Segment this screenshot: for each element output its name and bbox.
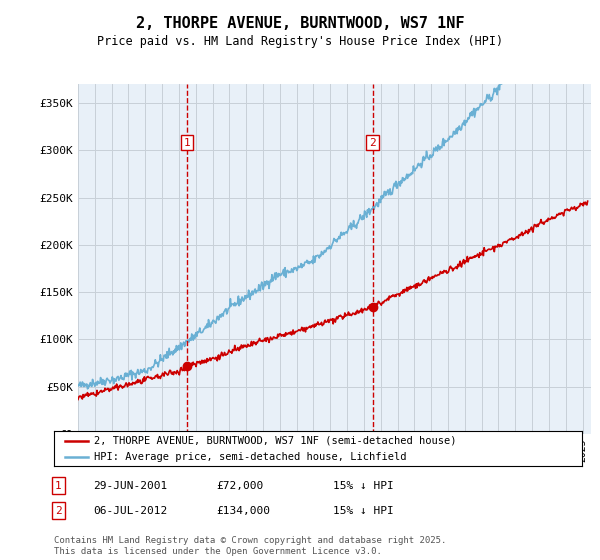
Text: 2, THORPE AVENUE, BURNTWOOD, WS7 1NF (semi-detached house): 2, THORPE AVENUE, BURNTWOOD, WS7 1NF (se… — [94, 436, 456, 446]
Text: 1: 1 — [55, 480, 62, 491]
Text: Contains HM Land Registry data © Crown copyright and database right 2025.
This d: Contains HM Land Registry data © Crown c… — [54, 536, 446, 556]
Text: 15% ↓ HPI: 15% ↓ HPI — [333, 506, 394, 516]
Text: £72,000: £72,000 — [216, 480, 263, 491]
Text: 1: 1 — [184, 138, 191, 148]
Text: Price paid vs. HM Land Registry's House Price Index (HPI): Price paid vs. HM Land Registry's House … — [97, 35, 503, 48]
Text: 06-JUL-2012: 06-JUL-2012 — [93, 506, 167, 516]
Text: 2, THORPE AVENUE, BURNTWOOD, WS7 1NF: 2, THORPE AVENUE, BURNTWOOD, WS7 1NF — [136, 16, 464, 31]
Text: 2: 2 — [55, 506, 62, 516]
Text: HPI: Average price, semi-detached house, Lichfield: HPI: Average price, semi-detached house,… — [94, 451, 406, 461]
Text: £134,000: £134,000 — [216, 506, 270, 516]
Text: 29-JUN-2001: 29-JUN-2001 — [93, 480, 167, 491]
Text: 15% ↓ HPI: 15% ↓ HPI — [333, 480, 394, 491]
Text: 2: 2 — [369, 138, 376, 148]
